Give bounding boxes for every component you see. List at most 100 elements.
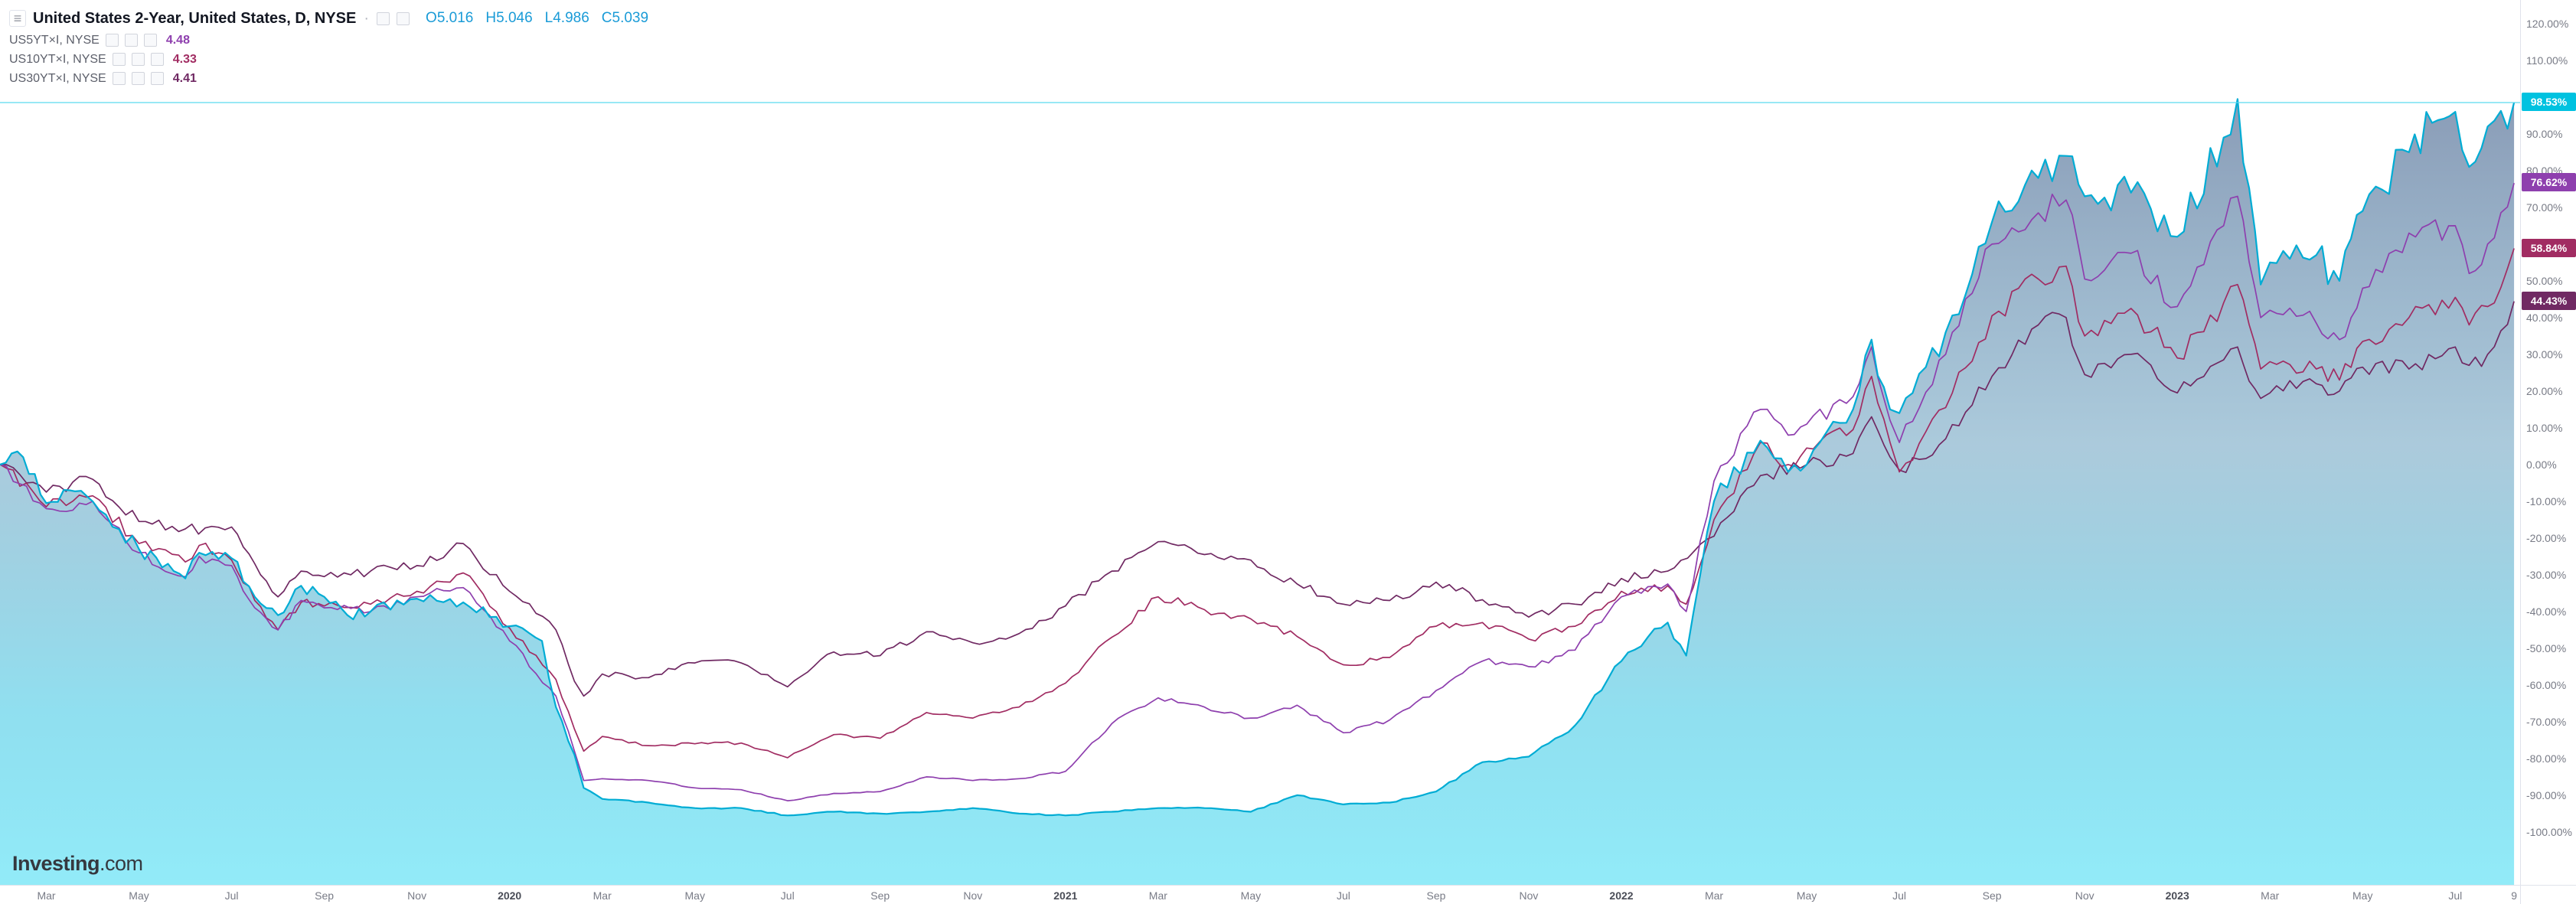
compare-more-button[interactable] [150,53,164,66]
time-axis-label: May [1796,889,1817,902]
price-axis-label: -70.00% [2526,715,2567,728]
time-axis-label: Jul [1336,889,1350,902]
time-axis-label: Jul [2448,889,2463,902]
high-label: H [485,10,497,26]
time-axis-label: Sep [870,889,890,902]
price-axis-label: 20.00% [2526,384,2563,397]
symbol-title[interactable]: United States 2-Year, United States, D, … [33,9,357,27]
axis-corner [2520,885,2576,904]
time-axis-label: 9 [2511,889,2518,902]
time-axis-label: May [684,889,705,902]
price-axis[interactable]: 120.00%110.00%100.00%90.00%80.00%70.00%6… [2520,0,2576,885]
high-value: H5.046 [485,10,532,27]
time-axis-label: Nov [2075,889,2094,902]
close-value: C5.039 [602,10,648,27]
price-axis-label: 0.00% [2526,458,2557,471]
series-us2y-line[interactable] [0,98,2516,817]
price-axis-label: -100.00% [2526,825,2572,838]
time-axis-label: Jul [780,889,795,902]
compare-more-button[interactable] [143,34,157,47]
price-axis-label: -80.00% [2526,752,2567,765]
watermark-rest-text: .com [100,852,143,875]
price-badge: 98.53% [2522,93,2576,111]
price-badge: 44.43% [2522,291,2576,310]
price-chart-canvas[interactable] [0,0,2520,885]
price-axis-label: -40.00% [2526,605,2567,618]
time-axis-label: 2022 [1609,889,1634,902]
high-number: 5.046 [496,10,533,26]
price-axis-label: -50.00% [2526,641,2567,654]
time-axis-label: Sep [315,889,335,902]
compare-series-row-us30y[interactable]: US30YT×I, NYSE 4.41 [9,69,648,88]
open-number: 5.016 [436,10,474,26]
time-axis-label: Sep [1982,889,2002,902]
watermark-bold-text: Investing [12,852,100,875]
price-badge: 58.84% [2522,238,2576,257]
low-value: L4.986 [545,10,589,27]
legend-collapse-icon[interactable]: ≡ [9,10,26,27]
close-label: C [601,10,612,26]
main-series-row: ≡ United States 2-Year, United States, D… [9,6,648,31]
price-axis-label: 110.00% [2526,54,2568,67]
ohlc-values: O5.016 H5.046 L4.986 C5.039 [426,10,648,27]
time-axis[interactable]: Mar May Jul Sep Nov 2020 Mar May Jul Sep Nov 2021 Ma… [0,885,2520,904]
compare-settings-button[interactable] [131,53,145,66]
compare-ticker-label: US10YT×I, NYSE [9,52,106,66]
time-axis-label: May [1240,889,1262,902]
compare-ticker-label: US30YT×I, NYSE [9,71,106,85]
series-us10y-line[interactable] [0,248,2515,759]
price-axis-label: 70.00% [2526,201,2563,214]
time-axis-label: May [129,889,149,902]
time-axis-label: Nov [963,889,983,902]
price-axis-label: 90.00% [2526,127,2563,140]
open-label: O [426,10,437,26]
time-axis-label: Sep [1426,889,1446,902]
symbol-legend: ≡ United States 2-Year, United States, D… [9,6,648,88]
price-axis-label: 50.00% [2526,274,2563,287]
legend-more-glyph[interactable]: · [364,9,370,27]
compare-hide-button[interactable] [105,34,119,47]
time-axis-label: Mar [593,889,612,902]
compare-settings-button[interactable] [131,72,145,85]
time-axis-label: 2020 [498,889,522,902]
time-axis-label: May [2352,889,2373,902]
time-axis-label: Mar [2261,889,2280,902]
price-axis-label: -60.00% [2526,678,2567,691]
price-axis-label: 30.00% [2526,348,2563,361]
compare-hide-button[interactable] [112,53,126,66]
watermark-logo: Investing.com [12,852,143,876]
compare-value: 4.33 [172,52,197,66]
compare-series-row-us10y[interactable]: US10YT×I, NYSE 4.33 [9,50,648,69]
close-number: 5.039 [612,10,649,26]
price-axis-label: -30.00% [2526,568,2567,581]
open-value: O5.016 [426,10,473,27]
time-axis-label: Jul [1892,889,1907,902]
time-axis-label: Jul [224,889,239,902]
series-us5y-line[interactable] [0,182,2515,801]
compare-settings-button[interactable] [124,34,138,47]
time-axis-label: Nov [407,889,427,902]
compare-value: 4.48 [165,33,190,47]
legend-hide-button[interactable] [377,11,390,25]
compare-hide-button[interactable] [112,72,126,85]
time-axis-label: Nov [1519,889,1539,902]
price-axis-label: 120.00% [2526,17,2569,30]
time-axis-label: Mar [37,889,56,902]
legend-settings-button[interactable] [397,11,410,25]
price-axis-label: -20.00% [2526,531,2567,544]
price-axis-label: -90.00% [2526,788,2567,801]
compare-more-button[interactable] [150,72,164,85]
compare-ticker-label: US5YT×I, NYSE [9,33,100,47]
compare-series-row-us5y[interactable]: US5YT×I, NYSE 4.48 [9,31,648,50]
low-label: L [544,10,553,26]
series-us2y-area[interactable] [0,99,2515,885]
time-axis-label: Mar [1148,889,1167,902]
time-axis-label: 2023 [2165,889,2189,902]
series-us30y-line[interactable] [0,301,2515,697]
price-badge: 76.62% [2522,173,2576,192]
compare-value: 4.41 [172,71,197,85]
time-axis-label: 2021 [1053,889,1078,902]
price-axis-label: 40.00% [2526,311,2563,324]
chart-plot-area[interactable]: ≡ United States 2-Year, United States, D… [0,0,2520,885]
